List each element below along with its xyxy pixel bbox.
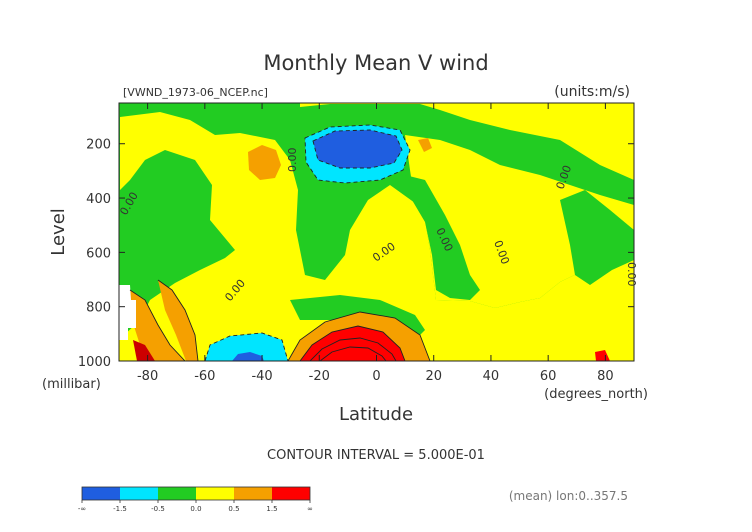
field-region-positive-top xyxy=(300,103,634,180)
x-tick-label: 0 xyxy=(372,369,380,384)
field-region-positive-left xyxy=(119,112,634,361)
colorbar-label: 0.5 xyxy=(228,505,239,513)
colorbar-swatch xyxy=(82,487,120,500)
field-region-orange-high-lat-2 xyxy=(158,280,198,361)
x-tick-label: 20 xyxy=(425,369,442,384)
contour-line xyxy=(299,325,406,361)
y-axis-units: (millibar) xyxy=(42,377,101,392)
field-region-red-polar xyxy=(133,340,155,361)
field-region-orange-small xyxy=(418,138,432,152)
field-region-red-lowlevel xyxy=(300,326,405,361)
contour-label: 0.00 xyxy=(625,262,638,287)
y-axis: 200 400 600 800 1000 xyxy=(78,138,634,370)
field-region-red-small xyxy=(595,350,610,361)
x-tick-label: 80 xyxy=(597,369,614,384)
colorbar-label: 1.5 xyxy=(266,505,277,513)
contour-label: 0.00 xyxy=(286,148,299,173)
field-region-negative-column xyxy=(405,175,480,300)
y-tick-label: 800 xyxy=(86,301,111,316)
units-label: (units:m/s) xyxy=(554,84,630,100)
colorbar-swatch xyxy=(158,487,196,500)
x-axis: -80 -60 -40 -20 0 20 40 60 80 xyxy=(137,103,614,384)
x-axis-units: (degrees_north) xyxy=(544,387,648,402)
colorbar-label: ∞ xyxy=(307,505,313,513)
y-tick-label: 1000 xyxy=(78,355,111,370)
y-tick-label: 200 xyxy=(86,138,111,153)
chart-title: Monthly Mean V wind xyxy=(263,51,488,75)
contour-line xyxy=(309,337,397,361)
x-tick-label: 60 xyxy=(540,369,557,384)
contour-interval: CONTOUR INTERVAL = 5.000E-01 xyxy=(267,448,485,463)
contour-line xyxy=(304,124,411,184)
contour-line xyxy=(312,129,403,169)
x-axis-label: Latitude xyxy=(339,404,413,425)
x-tick-label: 40 xyxy=(483,369,500,384)
colorbar-swatch xyxy=(196,487,234,500)
file-label: [VWND_1973-06_NCEP.nc] xyxy=(123,86,268,99)
colorbar-label: 0.0 xyxy=(190,505,201,513)
x-tick-label: -60 xyxy=(194,369,215,384)
contour-line xyxy=(157,279,199,361)
x-tick-label: -40 xyxy=(251,369,272,384)
y-tick-label: 400 xyxy=(86,192,111,207)
colorbar: -∞ -1.5 -0.5 0.0 0.5 1.5 ∞ xyxy=(78,486,313,513)
x-tick-label: -20 xyxy=(309,369,330,384)
contour-plot xyxy=(118,102,635,362)
field-region-blue-lowlevel xyxy=(232,352,264,361)
field-missing-data xyxy=(119,285,136,340)
x-tick-label: -80 xyxy=(137,369,158,384)
field-region-orange-upper xyxy=(248,145,281,180)
colorbar-label: -0.5 xyxy=(151,505,165,513)
colorbar-label: -∞ xyxy=(78,505,86,513)
field-region-cyan-lowlevel xyxy=(205,333,288,361)
field-region-blue-upper xyxy=(313,130,402,168)
y-axis-label: Level xyxy=(48,208,69,256)
colorbar-swatch xyxy=(234,487,272,500)
colorbar-label: -1.5 xyxy=(113,505,127,513)
field-region-orange-high-lat xyxy=(130,290,185,361)
field-region-negative-right xyxy=(560,190,634,285)
y-tick-label: 600 xyxy=(86,246,111,261)
footer-note: (mean) lon:0..357.5 xyxy=(509,489,628,503)
contour-line xyxy=(319,346,387,361)
contour-line xyxy=(287,311,431,361)
colorbar-swatch xyxy=(272,487,310,500)
contour-line xyxy=(129,289,186,361)
colorbar-swatch xyxy=(120,487,158,500)
